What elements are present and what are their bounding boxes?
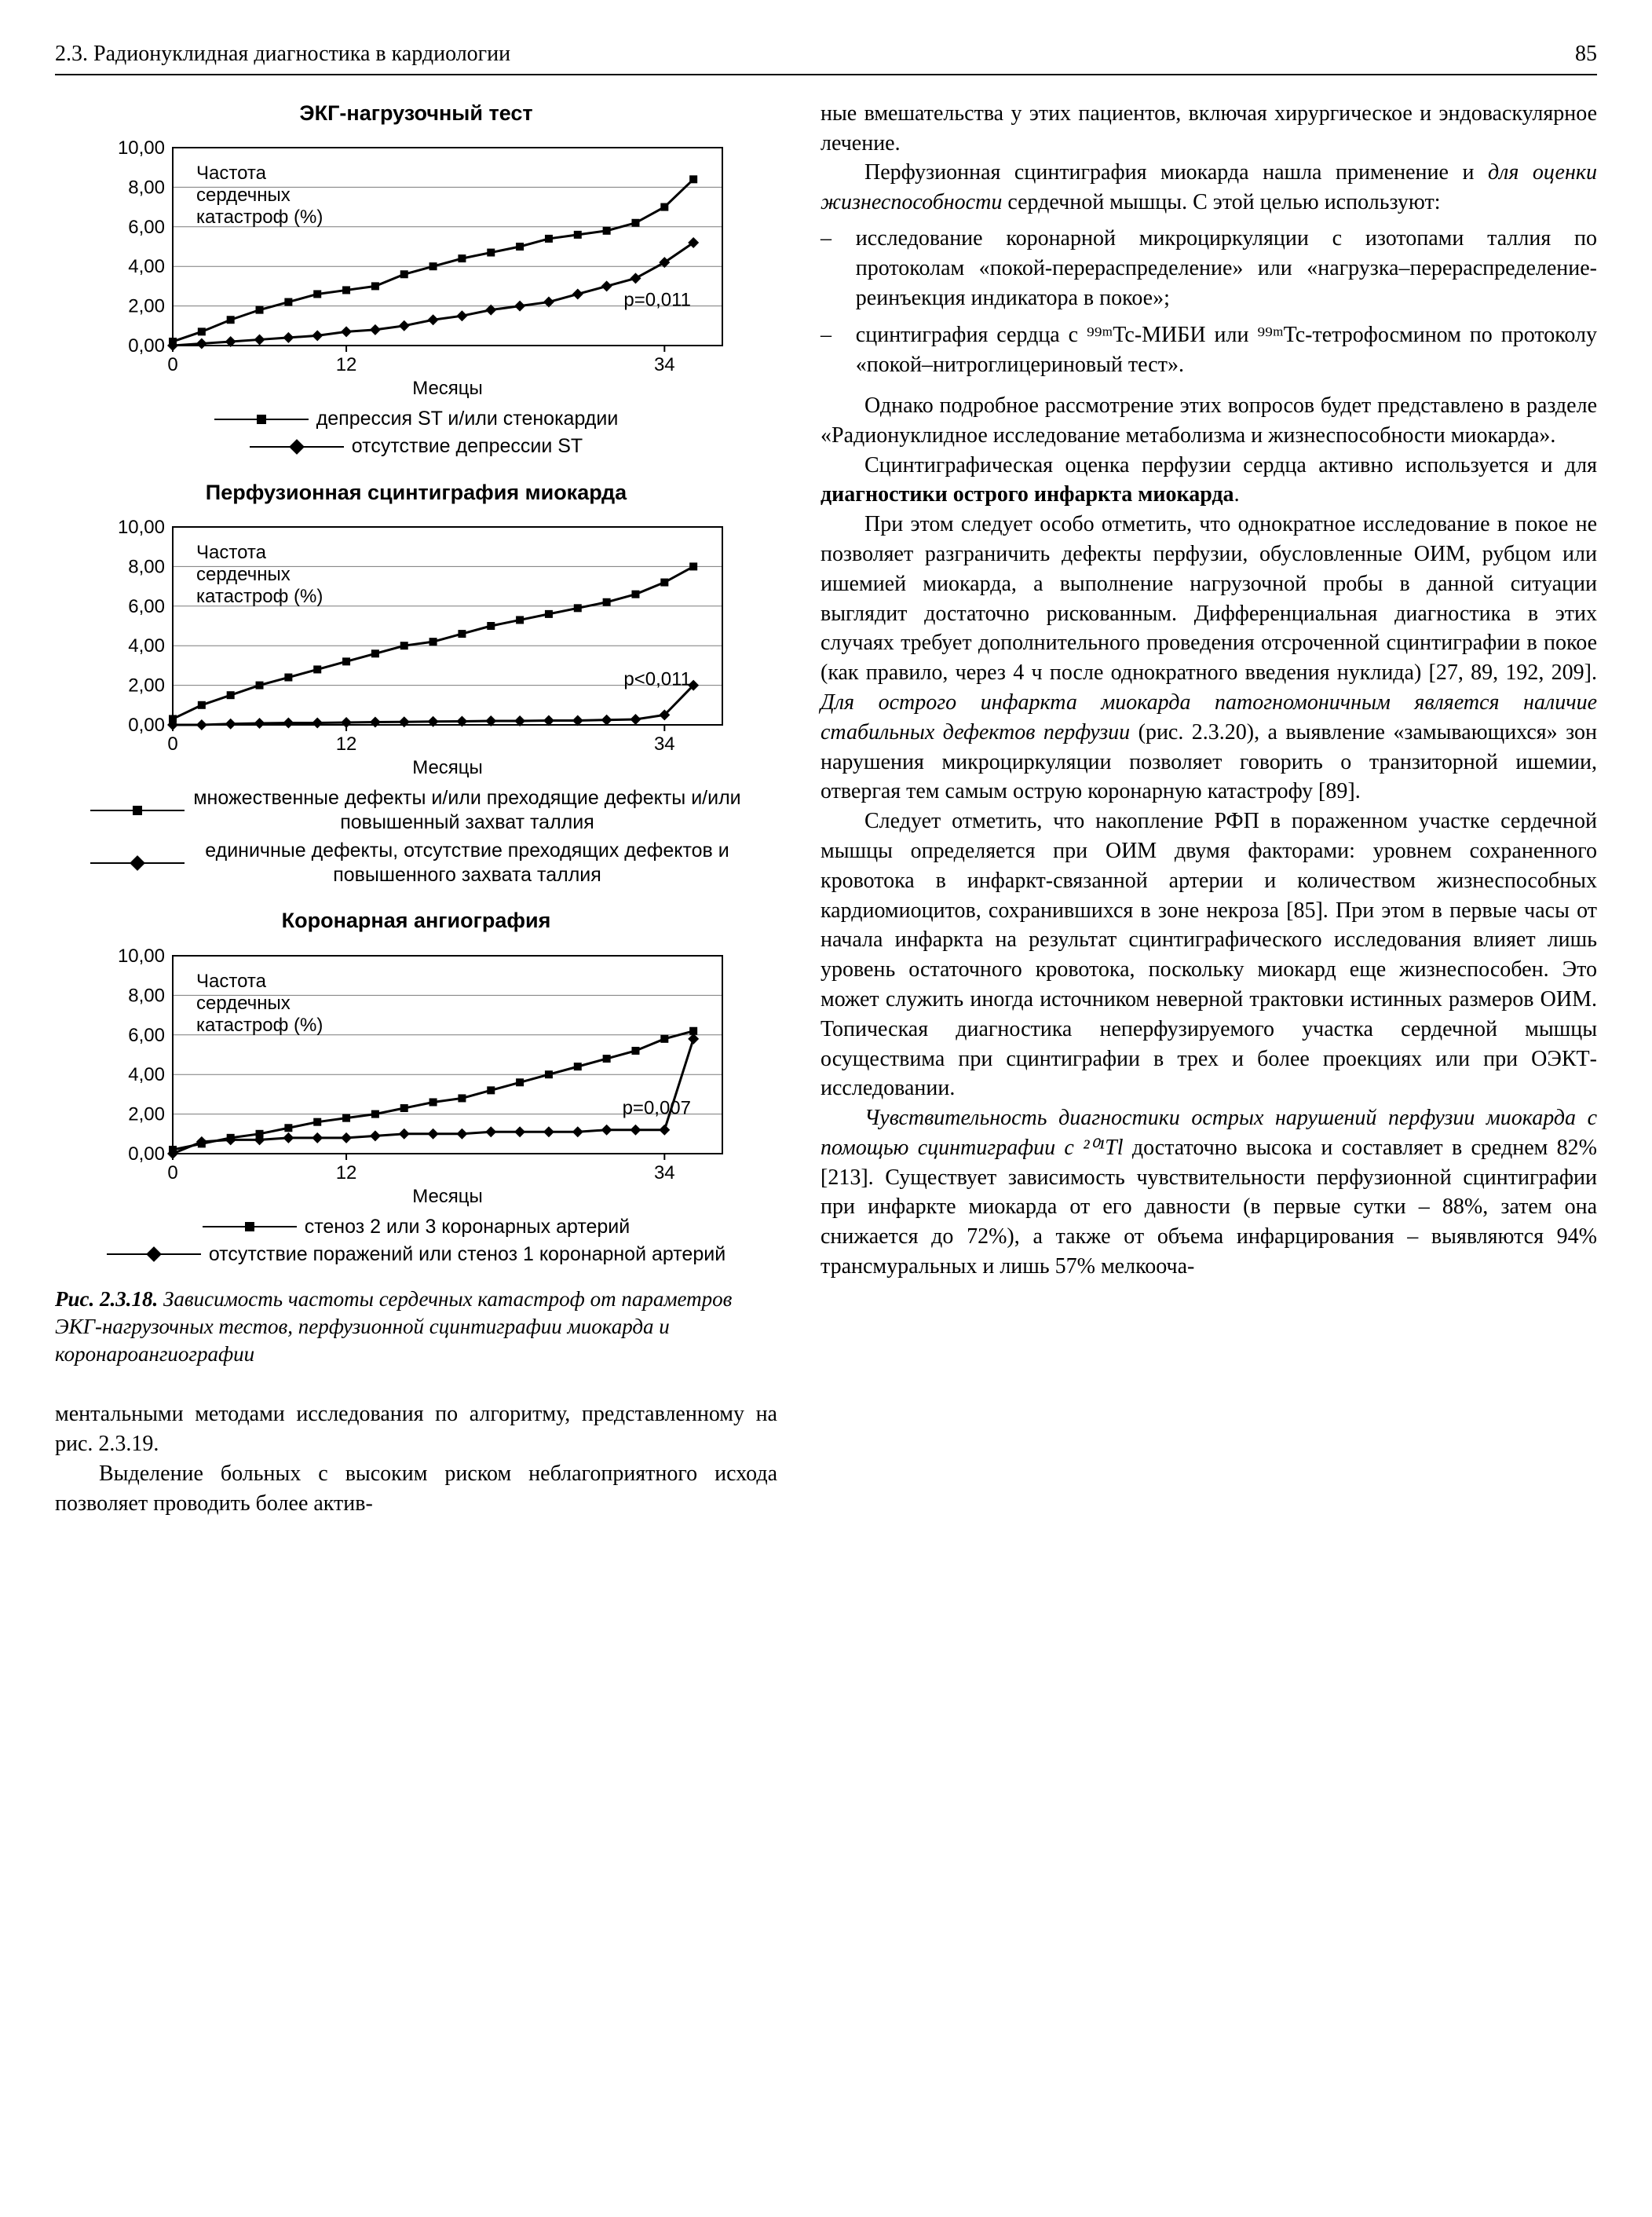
figure-caption: Рис. 2.3.18. Зависимость частоты сердечн… — [55, 1286, 777, 1368]
body-right-p1: ные вмешательства у этих пациентов, вклю… — [821, 99, 1597, 159]
body-left-p2: Выделение больных с высоким риском небла… — [55, 1459, 777, 1519]
svg-text:Частота: Частота — [196, 163, 267, 184]
svg-text:0,00: 0,00 — [128, 1143, 165, 1165]
svg-text:4,00: 4,00 — [128, 635, 165, 657]
svg-text:катастроф (%): катастроф (%) — [196, 207, 323, 228]
square-marker-icon — [90, 810, 185, 811]
body-right-p2: Перфузионная сцинтиграфия миокарда нашла… — [821, 158, 1597, 218]
svg-text:8,00: 8,00 — [128, 557, 165, 578]
svg-text:сердечных: сердечных — [196, 993, 291, 1014]
svg-text:катастроф (%): катастроф (%) — [196, 1015, 323, 1036]
svg-text:34: 34 — [654, 734, 675, 755]
body-right-p6: Следует отметить, что накопление РФП в п… — [821, 807, 1597, 1103]
chart-title: Коронарная ангиография — [55, 906, 777, 935]
svg-text:p=0,011: p=0,011 — [623, 290, 691, 311]
svg-text:6,00: 6,00 — [128, 596, 165, 617]
svg-text:8,00: 8,00 — [128, 177, 165, 199]
svg-text:Месяцы: Месяцы — [412, 378, 483, 399]
svg-text:10,00: 10,00 — [118, 946, 165, 967]
svg-text:p=0,007: p=0,007 — [623, 1097, 691, 1118]
diamond-marker-icon — [90, 862, 185, 864]
svg-text:0: 0 — [167, 1162, 177, 1183]
svg-text:катастроф (%): катастроф (%) — [196, 586, 323, 607]
bullet-list: исследование коронарной микроциркуляции … — [821, 224, 1597, 380]
svg-text:0: 0 — [167, 354, 177, 375]
legend-1: депрессия ST и/или стенокардии отсутстви… — [55, 407, 777, 459]
svg-text:Частота: Частота — [196, 971, 267, 992]
svg-text:12: 12 — [336, 354, 357, 375]
chart-svg-2: 0,00 2,00 4,00 6,00 8,00 10,00 0 12 34 Месяцы Част… — [94, 513, 738, 780]
legend-2: множественные дефекты и/или преходящие д… — [55, 786, 777, 887]
svg-text:12: 12 — [336, 734, 357, 755]
body-left-p1: ментальными методами исследования по алг… — [55, 1399, 777, 1459]
chart-angiography: Коронарная ангиография 0,00 2,00 4,00 6,00 8… — [55, 906, 777, 1267]
svg-text:8,00: 8,00 — [128, 985, 165, 1006]
svg-text:0,00: 0,00 — [128, 715, 165, 736]
chart-ecg: ЭКГ-нагрузочный тест 0,00 2,00 4,00 6,00 8,0… — [55, 99, 777, 459]
page-number: 85 — [1575, 39, 1597, 69]
figure-number: Рис. 2.3.18. — [55, 1287, 158, 1311]
svg-text:p<0,011: p<0,011 — [623, 669, 691, 690]
svg-text:0,00: 0,00 — [128, 335, 165, 357]
svg-text:4,00: 4,00 — [128, 1064, 165, 1085]
svg-text:сердечных: сердечных — [196, 564, 291, 585]
svg-text:Месяцы: Месяцы — [412, 757, 483, 778]
svg-text:10,00: 10,00 — [118, 137, 165, 159]
svg-text:2,00: 2,00 — [128, 296, 165, 317]
square-marker-icon — [203, 1226, 297, 1227]
svg-text:34: 34 — [654, 354, 675, 375]
diamond-marker-icon — [250, 446, 344, 448]
page-header: 2.3. Радионуклидная диагностика в кардио… — [55, 39, 1597, 75]
chart-title: ЭКГ-нагрузочный тест — [55, 99, 777, 127]
svg-text:4,00: 4,00 — [128, 256, 165, 277]
svg-text:Месяцы: Месяцы — [412, 1186, 483, 1207]
svg-text:10,00: 10,00 — [118, 517, 165, 538]
running-head: 2.3. Радионуклидная диагностика в кардио… — [55, 39, 510, 69]
body-right-p5: При этом следует особо отметить, что одн… — [821, 510, 1597, 807]
list-item: исследование коронарной микроциркуляции … — [821, 224, 1597, 313]
svg-text:0: 0 — [167, 734, 177, 755]
svg-text:2,00: 2,00 — [128, 675, 165, 697]
square-marker-icon — [214, 419, 309, 420]
body-right-p4: Сцинтиграфическая оценка перфузии сердца… — [821, 451, 1597, 510]
chart-svg-3: 0,00 2,00 4,00 6,00 8,00 10,00 0 12 34 Месяцы Част… — [94, 942, 738, 1209]
chart-svg-1: 0,00 2,00 4,00 6,00 8,00 10,00 0 12 34 Месяцы Част… — [94, 134, 738, 401]
chart-title: Перфузионная сцинтиграфия миокарда — [55, 478, 777, 507]
svg-text:Частота: Частота — [196, 542, 267, 563]
svg-text:6,00: 6,00 — [128, 1024, 165, 1045]
body-right-p3: Однако подробное рассмотрение этих вопро… — [821, 391, 1597, 451]
chart-perfusion: Перфузионная сцинтиграфия миокарда 0,00 2… — [55, 478, 777, 887]
svg-text:12: 12 — [336, 1162, 357, 1183]
legend-3: стеноз 2 или 3 коронарных артерий отсутс… — [55, 1215, 777, 1268]
svg-text:34: 34 — [654, 1162, 675, 1183]
diamond-marker-icon — [107, 1253, 201, 1255]
list-item: сцинтиграфия сердца с ⁹⁹ᵐTc-МИБИ или ⁹⁹ᵐ… — [821, 320, 1597, 380]
svg-text:2,00: 2,00 — [128, 1103, 165, 1125]
body-right-p7: Чувствительность диагностики острых нару… — [821, 1103, 1597, 1282]
svg-text:сердечных: сердечных — [196, 185, 291, 206]
svg-text:6,00: 6,00 — [128, 217, 165, 238]
